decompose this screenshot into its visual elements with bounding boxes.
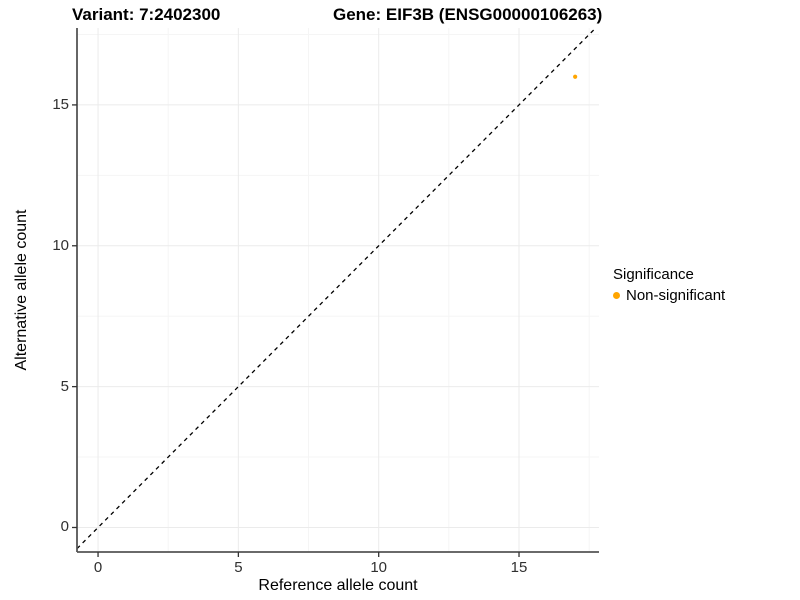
x-tick-label: 0 (93, 559, 103, 576)
y-tick-label: 10 (52, 236, 69, 254)
legend-item: Non-significant (613, 287, 725, 304)
x-tick-label: 5 (234, 559, 243, 576)
plot-title-variant: Variant: 7:2402300 (72, 5, 221, 24)
legend-title: Significance (613, 266, 694, 283)
y-tick-label: 5 (60, 377, 69, 395)
y-tick-label: 0 (60, 518, 69, 536)
x-tick-label: 15 (510, 559, 528, 576)
legend: Significance Non-significant (613, 266, 725, 304)
identity-dashed-line (76, 27, 597, 550)
plot-title-gene: Gene: EIF3B (ENSG00000106263) (333, 5, 603, 24)
x-axis-title: Reference allele count (258, 577, 418, 594)
data-point (573, 74, 578, 79)
y-axis-title: Alternative allele count (13, 209, 30, 371)
legend-point-icon (613, 292, 620, 299)
y-tick-label: 15 (52, 95, 69, 113)
legend-item-label: Non-significant (626, 287, 726, 304)
x-tick-label: 10 (370, 559, 388, 576)
